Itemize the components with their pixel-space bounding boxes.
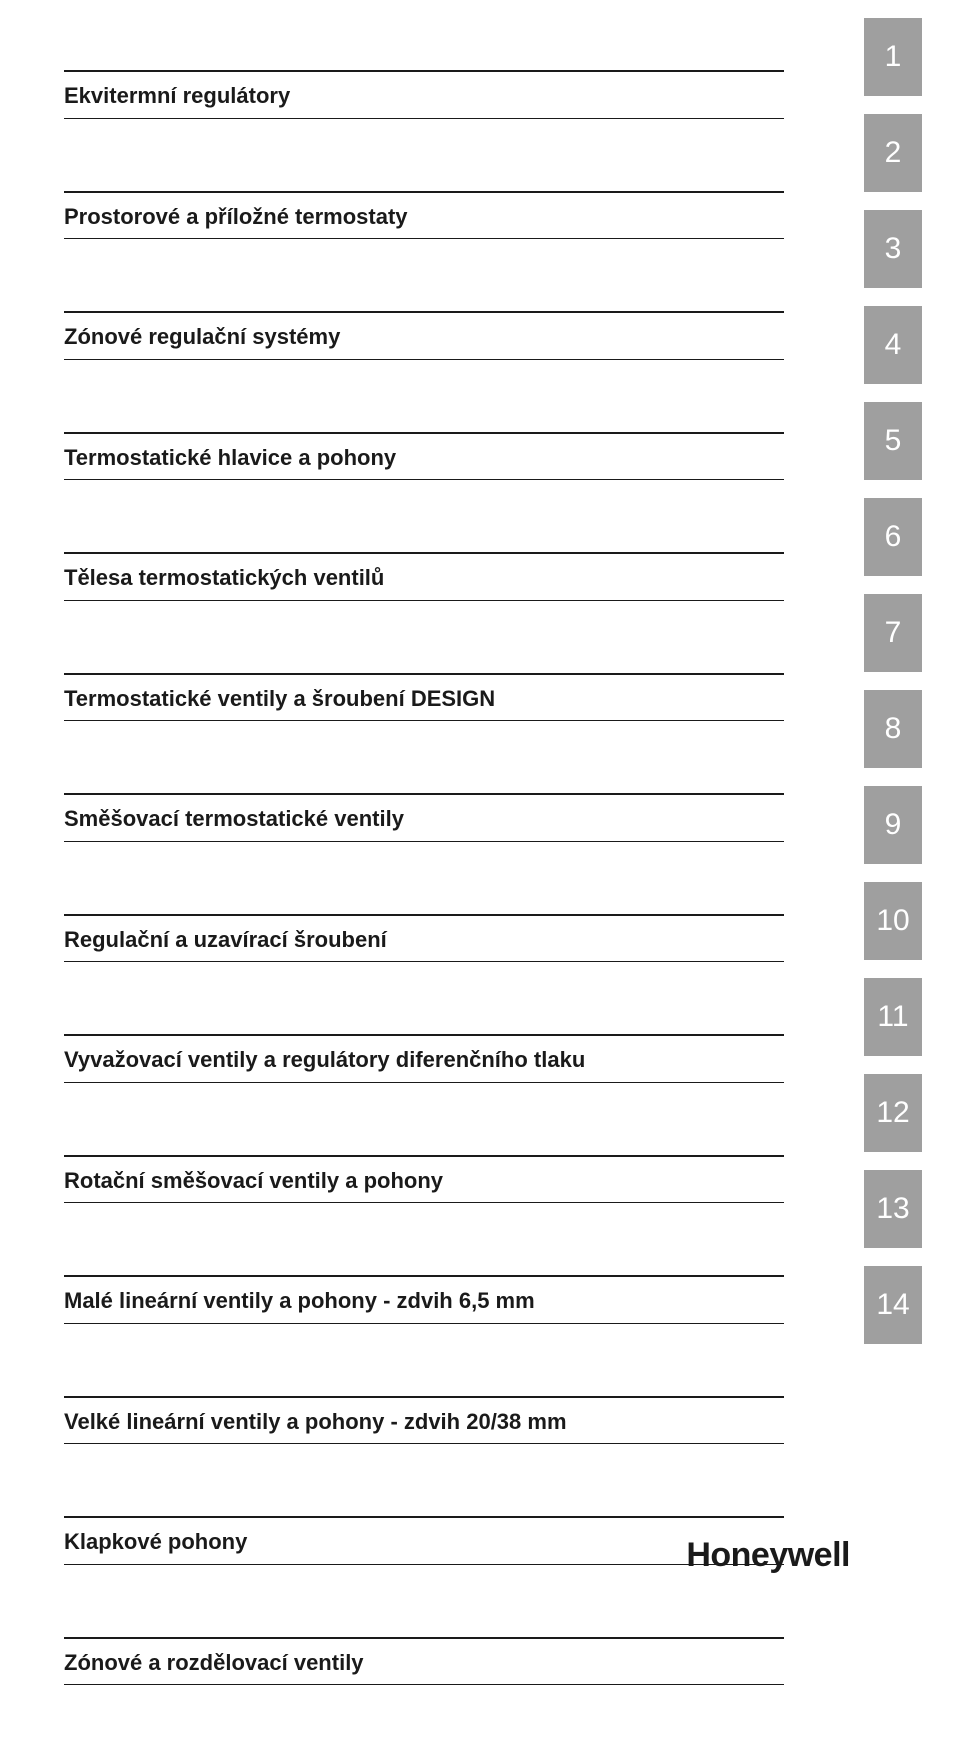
section-tab: 4 (864, 306, 922, 384)
separator-bottom (64, 118, 784, 119)
section-tab: 12 (864, 1074, 922, 1152)
separator-top (64, 311, 784, 313)
tab-number: 3 (885, 232, 902, 266)
toc-label: Prostorové a příložné termostaty (64, 203, 784, 239)
tab-number: 8 (885, 712, 902, 746)
tab-number: 7 (885, 616, 902, 650)
toc-label: Směšovací termostatické ventily (64, 805, 784, 841)
separator-bottom (64, 961, 784, 962)
separator-bottom (64, 720, 784, 721)
tab-number: 1 (885, 40, 902, 74)
toc-entry: Prostorové a příložné termostaty (64, 191, 784, 240)
separator-bottom (64, 1202, 784, 1203)
section-tab: 9 (864, 786, 922, 864)
section-tab: 5 (864, 402, 922, 480)
separator-top (64, 191, 784, 193)
toc-label: Regulační a uzavírací šroubení (64, 926, 784, 962)
separator-top (64, 1516, 784, 1518)
toc-entry: Zónové regulační systémy (64, 311, 784, 360)
toc-entry: Ekvitermní regulátory (64, 70, 784, 119)
tab-number: 11 (877, 1000, 908, 1034)
separator-bottom (64, 600, 784, 601)
section-tab: 1 (864, 18, 922, 96)
separator-top (64, 673, 784, 675)
toc-label: Zónové a rozdělovací ventily (64, 1649, 784, 1685)
section-tab: 7 (864, 594, 922, 672)
separator-bottom (64, 1564, 784, 1565)
separator-top (64, 914, 784, 916)
toc-entry: Regulační a uzavírací šroubení (64, 914, 784, 963)
tab-number: 13 (876, 1192, 909, 1226)
tab-number: 2 (885, 136, 902, 170)
toc-entry: Rotační směšovací ventily a pohony (64, 1155, 784, 1204)
toc-entry: Termostatické hlavice a pohony (64, 432, 784, 481)
separator-bottom (64, 1082, 784, 1083)
section-tab: 3 (864, 210, 922, 288)
toc-label: Termostatické hlavice a pohony (64, 444, 784, 480)
section-tab: 2 (864, 114, 922, 192)
brand-logo: Honeywell (686, 1536, 850, 1575)
page: Ekvitermní regulátory Prostorové a přílo… (0, 0, 960, 1619)
separator-bottom (64, 1323, 784, 1324)
separator-bottom (64, 1443, 784, 1444)
section-tab: 11 (864, 978, 922, 1056)
toc-label: Klapkové pohony (64, 1528, 784, 1564)
toc-entry: Malé lineární ventily a pohony - zdvih 6… (64, 1275, 784, 1324)
tab-number: 12 (876, 1096, 909, 1130)
tab-column: 1 2 3 4 5 6 7 8 9 10 11 12 13 14 (864, 18, 924, 1362)
separator-bottom (64, 479, 784, 480)
toc-entry: Klapkové pohony (64, 1516, 784, 1565)
section-tab: 10 (864, 882, 922, 960)
toc-label: Termostatické ventily a šroubení DESIGN (64, 685, 784, 721)
toc-label: Velké lineární ventily a pohony - zdvih … (64, 1408, 784, 1444)
toc-left-column: Ekvitermní regulátory Prostorové a přílo… (64, 70, 784, 1757)
toc-label: Ekvitermní regulátory (64, 82, 784, 118)
separator-top (64, 552, 784, 554)
tab-number: 4 (885, 328, 902, 362)
separator-bottom (64, 841, 784, 842)
toc-label: Malé lineární ventily a pohony - zdvih 6… (64, 1287, 784, 1323)
section-tab: 6 (864, 498, 922, 576)
toc-label: Vyvažovací ventily a regulátory diferenč… (64, 1046, 784, 1082)
separator-top (64, 1034, 784, 1036)
tab-number: 14 (876, 1288, 909, 1322)
toc-entry: Tělesa termostatických ventilů (64, 552, 784, 601)
tab-number: 10 (876, 904, 909, 938)
separator-top (64, 432, 784, 434)
section-tab: 13 (864, 1170, 922, 1248)
separator-bottom (64, 238, 784, 239)
separator-top (64, 1396, 784, 1398)
separator-top (64, 793, 784, 795)
toc-entry: Vyvažovací ventily a regulátory diferenč… (64, 1034, 784, 1083)
toc-label: Rotační směšovací ventily a pohony (64, 1167, 784, 1203)
separator-bottom (64, 1684, 784, 1685)
toc-entry: Zónové a rozdělovací ventily (64, 1637, 784, 1686)
tab-number: 9 (885, 808, 902, 842)
toc-entry: Termostatické ventily a šroubení DESIGN (64, 673, 784, 722)
toc-entry: Směšovací termostatické ventily (64, 793, 784, 842)
section-tab: 8 (864, 690, 922, 768)
tab-number: 5 (885, 424, 902, 458)
toc-entry: Velké lineární ventily a pohony - zdvih … (64, 1396, 784, 1445)
toc-label: Tělesa termostatických ventilů (64, 564, 784, 600)
separator-top (64, 1155, 784, 1157)
separator-bottom (64, 359, 784, 360)
separator-top (64, 1637, 784, 1639)
tab-number: 6 (885, 520, 902, 554)
toc-label: Zónové regulační systémy (64, 323, 784, 359)
section-tab: 14 (864, 1266, 922, 1344)
separator-top (64, 1275, 784, 1277)
separator-top (64, 70, 784, 72)
